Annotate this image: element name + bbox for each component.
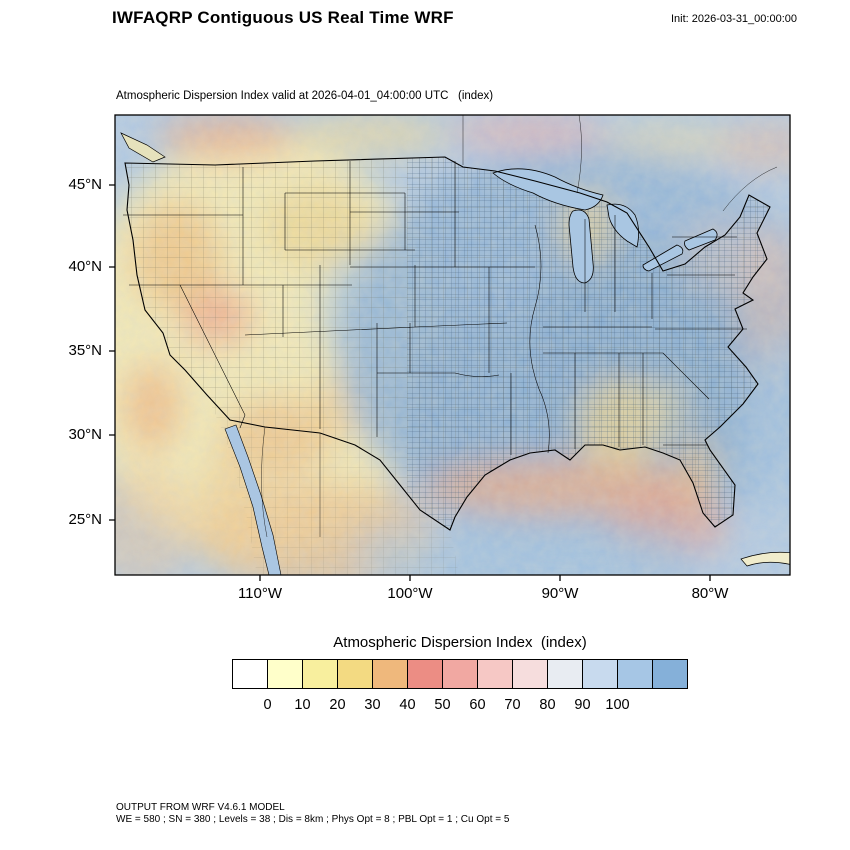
county-texture-east bbox=[407, 157, 770, 530]
colorbar-tick-label: 100 bbox=[605, 697, 630, 713]
colorbar-tick-label: 80 bbox=[539, 697, 556, 713]
colorbar-box bbox=[477, 659, 513, 689]
colorbar-box bbox=[267, 659, 303, 689]
map-figure bbox=[107, 107, 798, 583]
colorbar-tick-label: 70 bbox=[504, 697, 521, 713]
colorbar-box bbox=[547, 659, 583, 689]
lon-tick-label: 80°W bbox=[691, 585, 729, 602]
great-lakes bbox=[492, 168, 718, 284]
lat-tick-label: 40°N bbox=[68, 258, 102, 275]
colorbar-box bbox=[652, 659, 688, 689]
lon-tick-label: 90°W bbox=[541, 585, 579, 602]
colorbar-box bbox=[582, 659, 618, 689]
colorbar-title: Atmospheric Dispersion Index (index) bbox=[333, 634, 587, 651]
colorbar-tick-label: 30 bbox=[364, 697, 381, 713]
colorbar-tick-label: 50 bbox=[434, 697, 451, 713]
axis-tick-marks bbox=[109, 184, 711, 581]
us-adi-map bbox=[109, 114, 791, 581]
lon-tick-label: 100°W bbox=[387, 585, 433, 602]
map-subtitle: Atmospheric Dispersion Index valid at 20… bbox=[116, 90, 494, 102]
lat-tick-label: 25°N bbox=[68, 511, 102, 528]
init-timestamp: Init: 2026-03-31_00:00:00 bbox=[671, 13, 797, 25]
lon-tick-label: 110°W bbox=[237, 585, 283, 602]
colorbar-box bbox=[442, 659, 478, 689]
colorbar-tick-label: 40 bbox=[399, 697, 416, 713]
lat-tick-label: 35°N bbox=[68, 342, 102, 359]
colorbar-tick-labels: 0 10 20 30 40 50 60 70 80 90 100 bbox=[250, 697, 635, 713]
cuba-coast bbox=[740, 551, 790, 567]
footer-line1: OUTPUT FROM WRF V4.6.1 MODEL bbox=[116, 802, 285, 813]
footer-line2: WE = 580 ; SN = 380 ; Levels = 38 ; Dis … bbox=[116, 814, 510, 825]
lat-tick-label: 30°N bbox=[68, 426, 102, 443]
us-coastline bbox=[124, 156, 771, 531]
colorbar-tick-label: 90 bbox=[574, 697, 591, 713]
gulf-of-california bbox=[224, 424, 282, 575]
neighbor-borders bbox=[261, 115, 778, 538]
lat-tick-label: 45°N bbox=[68, 176, 102, 193]
state-borders bbox=[123, 161, 747, 455]
colorbar bbox=[232, 659, 688, 689]
map-canvas bbox=[115, 115, 790, 575]
colorbar-box bbox=[407, 659, 443, 689]
colorbar-box bbox=[232, 659, 268, 689]
colorbar-tick-label: 60 bbox=[469, 697, 486, 713]
colorbar-box bbox=[512, 659, 548, 689]
map-frame bbox=[114, 114, 791, 576]
vancouver-island bbox=[120, 132, 166, 163]
colorbar-tick-label: 20 bbox=[329, 697, 346, 713]
footer-annotation: OUTPUT FROM WRF V4.6.1 MODEL WE = 580 ; … bbox=[116, 802, 509, 826]
colorbar-tick-label: 0 bbox=[263, 697, 272, 713]
page-title: IWFAQRP Contiguous US Real Time WRF bbox=[112, 8, 454, 27]
colorbar-box bbox=[337, 659, 373, 689]
colorbar-box bbox=[617, 659, 653, 689]
colorbar-box bbox=[302, 659, 338, 689]
colorbar-box bbox=[372, 659, 408, 689]
colorbar-tick-label: 10 bbox=[294, 697, 311, 713]
